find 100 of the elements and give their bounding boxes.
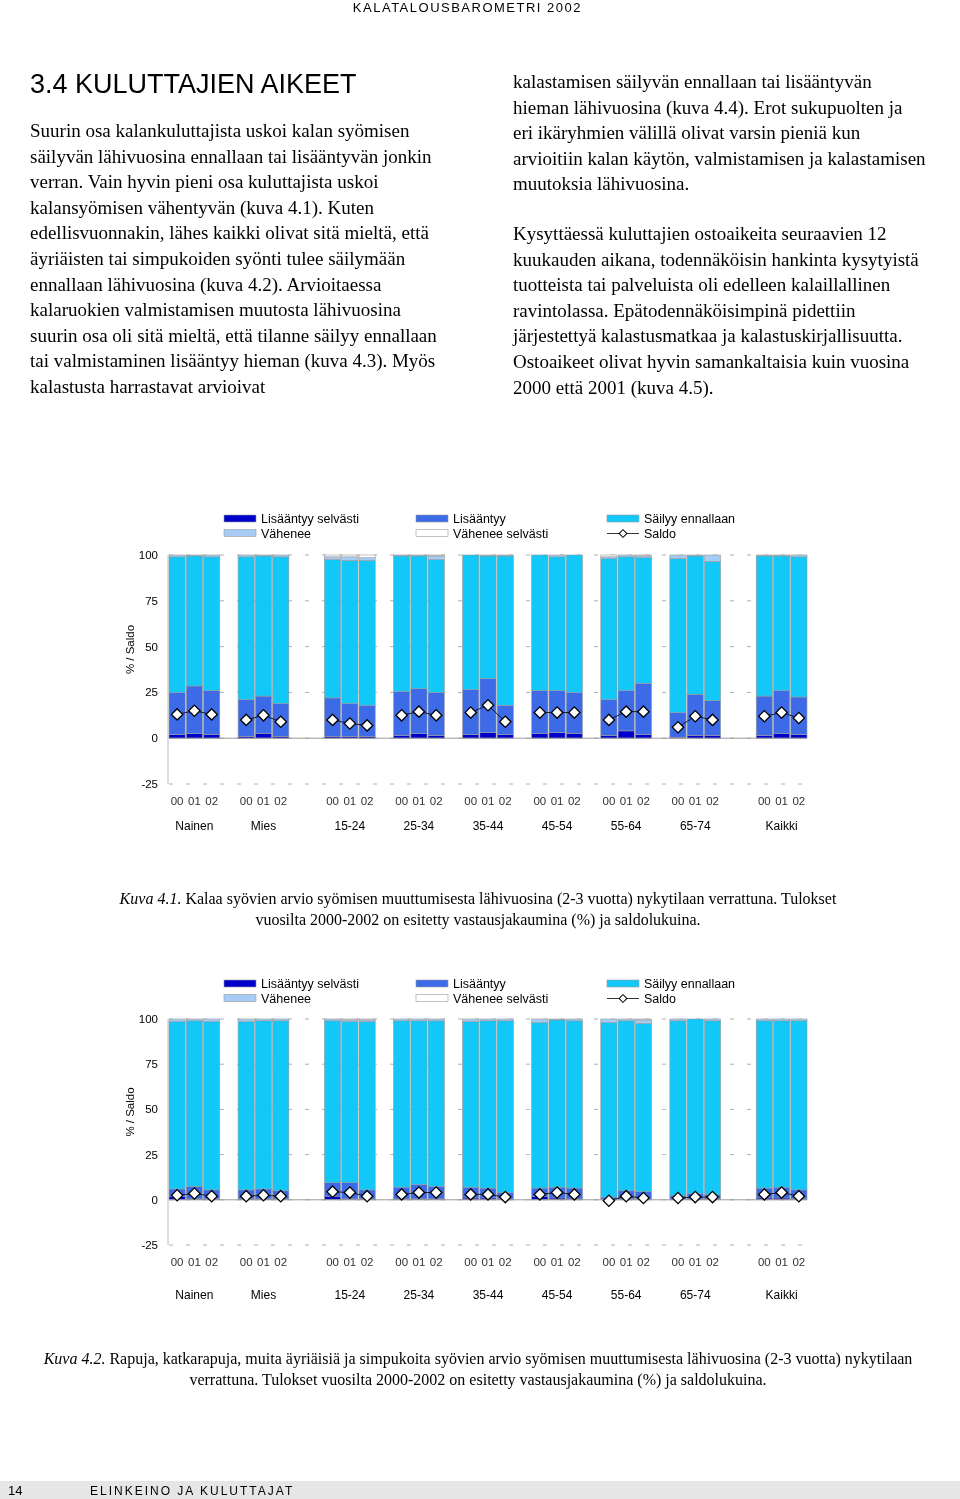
y-tick-label: 75 <box>145 594 158 607</box>
x-tick-label: 00 <box>239 795 253 807</box>
text: 15-24 <box>334 819 366 833</box>
x-tick-label: 02 <box>792 1256 806 1268</box>
legend-label: Saldo <box>644 526 677 541</box>
x-tick-label: 02 <box>498 795 512 807</box>
text: 15-24 <box>334 1288 366 1302</box>
text: kalastamisen säilyvän ennallaan tai lisääntyvän hieman lähivuosina (kuva 4.4). Erot sukupuolten ja eri ikäryhmien välillä olivat varsin pieniä kun arvioitiin kalan käytön, valmistamisen ja kalastamisen muutoksia lähivuosina. <box>513 71 927 195</box>
text: Suurin osa kalankuluttajista uskoi kalan syömisen säilyvän lähivuosina ennallaan tai lisääntyvän jonkin verran. Vain hyvin pieni osa kuluttajista uskoi kalansyömisen vähentyvän (kuva 4.1). Kuten edellisvuonnakin, lähes kaikki olivat sitä mieltä, että äyriäisten tai simpukoiden syönti tulee säilymään ennallaan lähivuosina (kuva 4.2). Arvioitaessa kalaruokien valmistamisen muutosta lähivuosina suurin osa oli sitä mieltä, että tilanne säilyy ennallaan tai valmistaminen lisääntyy hieman (kuva 4.3). Myös kalastusta harrastavat arvioivat <box>30 120 437 397</box>
legend-label: Lisääntyy selvästi <box>261 977 359 992</box>
text: 45-54 <box>541 1288 573 1302</box>
y-tick-label: 100 <box>138 549 158 562</box>
x-tick-label: 00 <box>602 1256 616 1268</box>
legend-label: Säilyy ennallaan <box>644 977 736 992</box>
x-tick-label: 02 <box>429 1256 443 1268</box>
legend-label: Vähenee selvästi <box>453 526 549 541</box>
x-tick-label: 02 <box>792 795 806 807</box>
text: 25-34 <box>403 1288 435 1302</box>
text: 25-34 <box>403 819 435 833</box>
x-tick-label: 02 <box>637 1256 650 1268</box>
x-tick-label: 02 <box>205 1256 219 1268</box>
x-tick-label: 01 <box>775 795 789 807</box>
y-axis-title: % / Saldo <box>124 624 136 675</box>
x-tick-label: 00 <box>464 1256 478 1268</box>
text: 45-54 <box>541 819 573 833</box>
x-tick-label: 01 <box>619 1256 633 1268</box>
x-tick-label: 01 <box>481 795 495 807</box>
legend-label: Vähenee <box>261 526 312 541</box>
legend-label: Lisääntyy <box>453 512 507 527</box>
x-tick-label: 01 <box>187 1256 201 1268</box>
text: 55-64 <box>610 1288 642 1302</box>
y-tick-label: -25 <box>141 778 158 791</box>
x-tick-label: 01 <box>688 795 702 807</box>
legend-label: Vähenee <box>261 991 312 1006</box>
text: Kaikki <box>765 819 798 833</box>
x-tick-label: 02 <box>274 795 288 807</box>
x-tick-label: 01 <box>775 1256 789 1268</box>
x-tick-label: 00 <box>170 1256 184 1268</box>
y-tick-label: 25 <box>145 686 158 699</box>
text: Kaikki <box>765 1288 798 1302</box>
text: 65-74 <box>679 819 711 833</box>
text: Kysyttäessä kuluttajien ostoaikeita seuraavien 12 kuukauden aikana, todennäköisin hankinta kysytyistä tuotteista tai palveluista oli edelleen kalaillallinen ravintolassa. Epätodennäköisimpinä pidettiin järjestettyä kalastusmatkaa ja kalastuskirjallisuutta. Ostoaikeet olivat hyvin samankaltaisia kuin vuosina 2000 että 2001 (kuva 4.5). <box>512 223 920 399</box>
x-tick-label: 01 <box>688 1256 702 1268</box>
x-tick-label: 01 <box>343 795 357 807</box>
x-tick-label: 02 <box>205 795 219 807</box>
x-tick-label: 00 <box>170 795 184 807</box>
x-tick-label: 00 <box>757 795 771 807</box>
x-tick-label: 00 <box>757 1256 771 1268</box>
x-tick-label: 01 <box>481 1256 495 1268</box>
x-tick-label: 01 <box>550 795 564 807</box>
text: 14 <box>8 1483 23 1498</box>
x-tick-label: 01 <box>412 1256 426 1268</box>
text: 35-44 <box>472 819 504 833</box>
y-tick-label: 0 <box>151 1193 158 1206</box>
y-tick-label: 25 <box>145 1148 158 1161</box>
text: KALATALOUSBAROMETRI 2002 <box>352 0 582 15</box>
x-tick-label: 01 <box>257 795 270 807</box>
legend-label: Säilyy ennallaan <box>644 512 736 527</box>
x-tick-label: 00 <box>464 795 478 807</box>
x-tick-label: 00 <box>533 795 547 807</box>
x-tick-label: 02 <box>706 795 719 807</box>
x-tick-label: 00 <box>395 1256 409 1268</box>
text: Nainen <box>175 1288 214 1302</box>
text: Mies <box>250 819 277 833</box>
legend-label: Lisääntyy <box>453 977 507 992</box>
x-tick-label: 00 <box>533 1256 547 1268</box>
x-tick-label: 01 <box>619 795 633 807</box>
x-tick-label: 02 <box>274 1256 288 1268</box>
x-tick-label: 02 <box>429 795 443 807</box>
legend-label: Saldo <box>644 991 677 1006</box>
y-tick-label: 75 <box>145 1058 158 1071</box>
x-tick-label: 00 <box>326 1256 339 1268</box>
text: Mies <box>250 1288 277 1302</box>
text: Nainen <box>175 819 214 833</box>
x-tick-label: 00 <box>395 795 409 807</box>
legend-label: Vähenee selvästi <box>453 991 549 1006</box>
text: 3.4 KULUTTAJIEN AIKEET <box>30 69 357 99</box>
x-tick-label: 02 <box>360 795 374 807</box>
text: 35-44 <box>472 1288 504 1302</box>
x-tick-label: 00 <box>602 795 616 807</box>
x-tick-label: 01 <box>187 795 201 807</box>
x-tick-label: 02 <box>567 1256 581 1268</box>
x-tick-label: 00 <box>671 795 685 807</box>
x-tick-label: 01 <box>257 1256 270 1268</box>
x-tick-label: 01 <box>412 795 426 807</box>
x-tick-label: 00 <box>239 1256 253 1268</box>
text: 65-74 <box>679 1288 711 1302</box>
y-tick-label: 50 <box>145 640 158 653</box>
x-tick-label: 01 <box>550 1256 564 1268</box>
x-tick-label: 00 <box>671 1256 685 1268</box>
y-tick-label: 0 <box>151 732 158 745</box>
x-tick-label: 02 <box>498 1256 512 1268</box>
x-tick-label: 02 <box>567 795 581 807</box>
y-tick-label: 100 <box>138 1013 158 1026</box>
text: 55-64 <box>610 819 642 833</box>
x-tick-label: 00 <box>326 795 339 807</box>
text: Kuva 4.1. Kalaa syövien arvio syömisen muuttumisesta lähivuosina (2-3 vuotta) nykytilaan verrattuna. Tulokset vuosilta 2000-2002 on esitetty vastausjakaumina (%) ja saldolukuina. <box>118 890 837 929</box>
y-tick-label: 50 <box>145 1103 158 1116</box>
y-tick-label: -25 <box>141 1239 158 1252</box>
x-tick-label: 02 <box>706 1256 719 1268</box>
